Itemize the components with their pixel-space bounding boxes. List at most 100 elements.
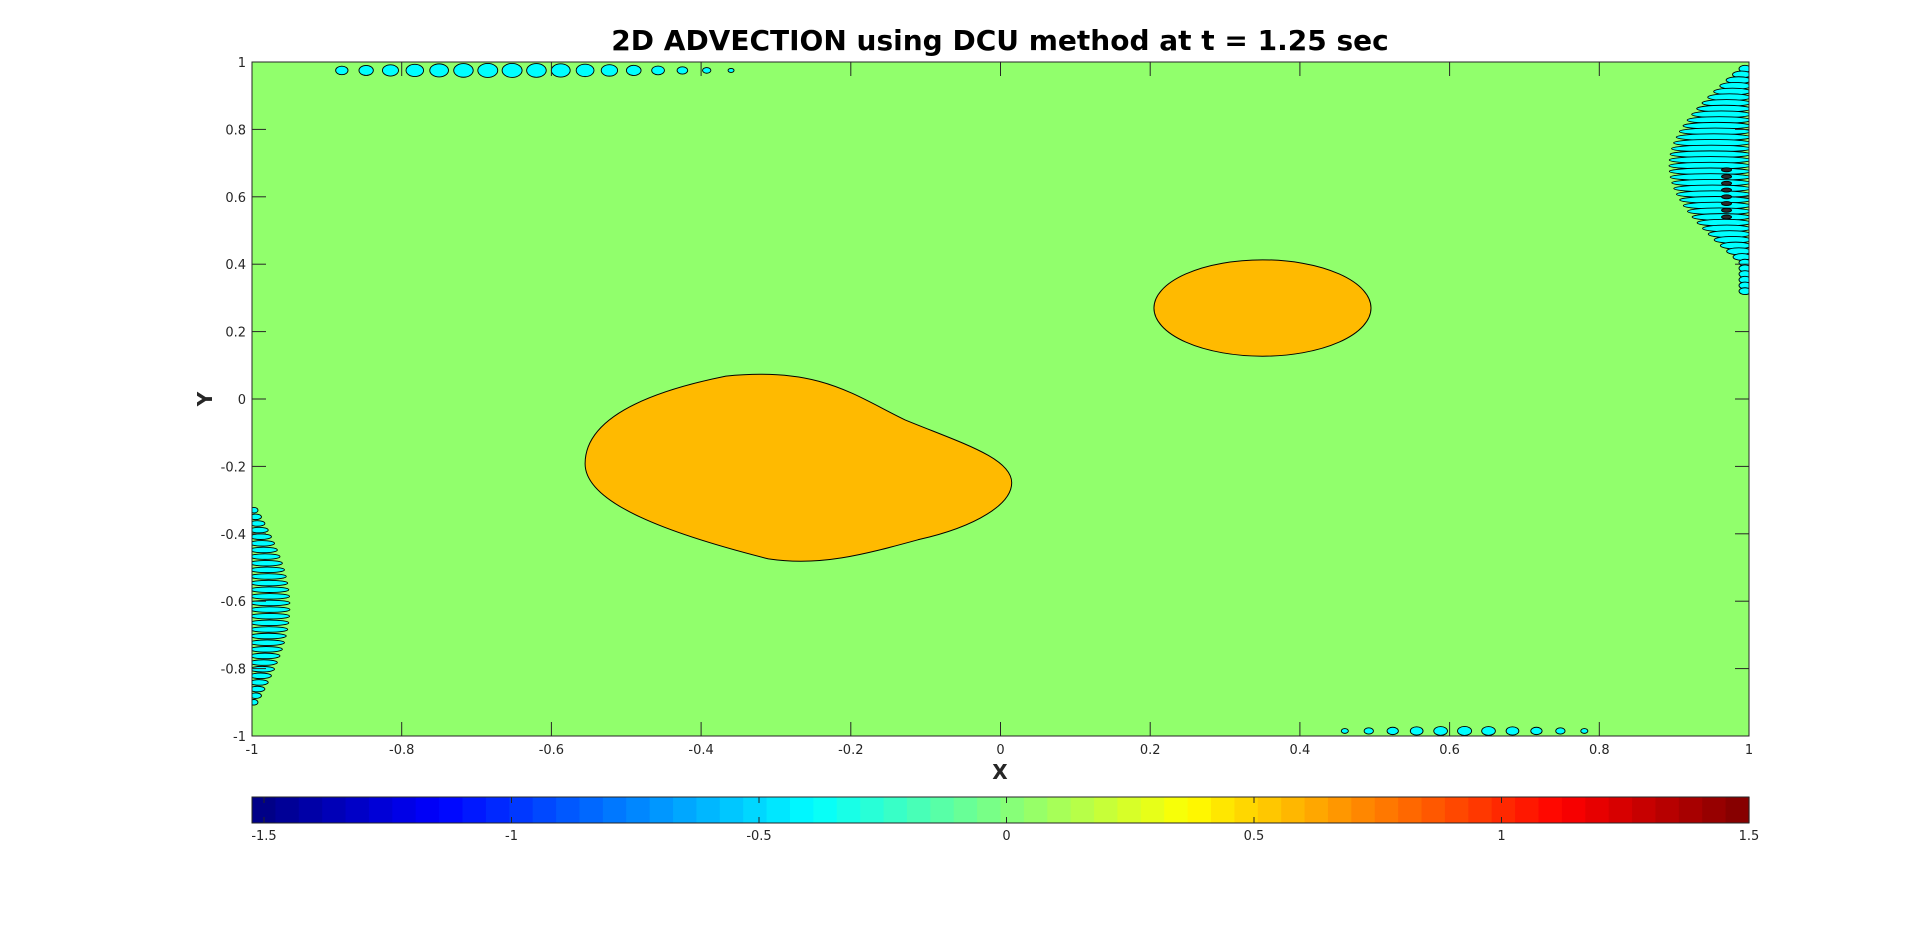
x-axis: -1 -0.8 -0.6 -0.4 -0.2 0 0.2 0.4 0.6 0.8 1	[246, 62, 1753, 758]
colorbar-tick-label: -0.5	[746, 829, 771, 844]
colorbar-swatch	[1257, 797, 1282, 823]
y-tick-label: -0.6	[221, 595, 246, 610]
y-tick-label: -0.8	[221, 663, 246, 678]
oscillation-cell	[252, 659, 278, 666]
oscillation-cell	[252, 546, 278, 554]
plot-background	[252, 62, 1749, 736]
oscillation-cell	[1721, 201, 1732, 206]
colorbar-swatch	[275, 797, 300, 823]
contour-layer	[252, 62, 1749, 736]
x-tick-label: 0.8	[1589, 743, 1610, 758]
colorbar-swatch	[345, 797, 370, 823]
oscillation-cell	[1340, 728, 1349, 734]
x-tick-label: -0.4	[688, 743, 713, 758]
y-tick-label: 1	[238, 56, 246, 71]
chart-title: 2D ADVECTION using DCU method at t = 1.2…	[611, 24, 1388, 57]
colorbar-swatch	[626, 797, 651, 823]
colorbar-swatch	[1725, 797, 1750, 823]
colorbar-swatch	[836, 797, 861, 823]
oscillation-cell	[501, 62, 523, 78]
colorbar-tick-label: -1.5	[251, 829, 276, 844]
colorbar	[252, 797, 1750, 823]
oscillation-cell	[676, 66, 689, 75]
oscillation-cell	[252, 566, 285, 574]
x-tick-label: -0.6	[539, 743, 564, 758]
colorbar-swatch	[509, 797, 534, 823]
y-axis: -1 -0.8 -0.6 -0.4 -0.2 0 0.2 0.4 0.6 0.8 1	[221, 56, 1749, 745]
x-tick-label: 0.4	[1290, 743, 1311, 758]
colorbar-swatch	[1281, 797, 1306, 823]
oscillation-cell	[1555, 727, 1566, 735]
oscillation-cell	[550, 63, 571, 78]
oscillation-cell	[1721, 187, 1732, 193]
oscillation-cell	[1409, 726, 1424, 736]
colorbar-swatch	[1421, 797, 1446, 823]
colorbar-swatch	[1047, 797, 1072, 823]
oscillation-cell	[252, 612, 291, 620]
oscillation-cell	[252, 665, 275, 673]
oscillation-cell	[252, 520, 266, 527]
colorbar-swatch	[368, 797, 393, 823]
colorbar-swatch	[1094, 797, 1119, 823]
colorbar-swatch	[1561, 797, 1586, 823]
oscillation-cell	[381, 64, 399, 77]
oscillation-cell	[1363, 727, 1374, 735]
oscillation-cell	[526, 63, 547, 78]
colorbar-swatch	[930, 797, 955, 823]
x-tick-label: 0.2	[1140, 743, 1161, 758]
colorbar-swatch	[1702, 797, 1727, 823]
oscillation-cell	[1433, 726, 1448, 736]
x-tick-label: -1	[246, 743, 259, 758]
oscillation-cell	[1721, 194, 1732, 200]
colorbar-swatch	[1164, 797, 1189, 823]
colorbar-tick-label: 0.5	[1244, 829, 1265, 844]
y-tick-label: -0.2	[221, 460, 246, 475]
colorbar-swatch	[1000, 797, 1025, 823]
oscillation-cell	[252, 619, 290, 627]
x-tick-label: 0.6	[1439, 743, 1460, 758]
colorbar-swatch	[977, 797, 1002, 823]
oscillation-cell	[252, 679, 269, 686]
oscillation-cell	[252, 579, 289, 587]
oscillation-cell	[1530, 726, 1543, 736]
oscillation-cell	[1386, 726, 1399, 736]
colorbar-ticks: -1.5 -1 -0.5 0 0.5 1 1.5	[251, 797, 1759, 844]
oscillation-cell	[252, 672, 272, 680]
colorbar-swatch	[1327, 797, 1352, 823]
colorbar-swatch	[485, 797, 510, 823]
colorbar-swatch	[743, 797, 768, 823]
colorbar-swatch	[1468, 797, 1493, 823]
colorbar-swatch	[392, 797, 417, 823]
oscillation-cell	[625, 64, 642, 76]
colorbar-swatch	[649, 797, 674, 823]
colorbar-swatch	[953, 797, 978, 823]
colorbar-swatch	[556, 797, 581, 823]
oscillation-cell	[1481, 726, 1496, 736]
colorbar-swatch	[696, 797, 721, 823]
y-tick-label: 0.4	[225, 258, 246, 273]
oscillation-cell	[252, 553, 281, 560]
colorbar-swatch	[1655, 797, 1680, 823]
x-axis-label: X	[992, 760, 1008, 784]
colorbar-swatch	[579, 797, 604, 823]
colorbar-swatch	[1140, 797, 1165, 823]
oscillation-cell	[429, 63, 449, 78]
oscillation-cell	[477, 62, 499, 78]
colorbar-swatch	[532, 797, 557, 823]
colorbar-swatch	[1398, 797, 1423, 823]
y-tick-label: 0.8	[225, 123, 246, 138]
colorbar-swatch	[860, 797, 885, 823]
oscillation-cell	[252, 692, 262, 699]
y-tick-label: 0.2	[225, 326, 246, 341]
colorbar-swatch	[439, 797, 464, 823]
colorbar-swatch	[1632, 797, 1657, 823]
y-tick-label: -1	[233, 730, 246, 745]
oscillation-cell	[358, 64, 374, 76]
oscillation-cell	[252, 513, 262, 521]
colorbar-frame	[251, 796, 1750, 824]
colorbar-swatch	[298, 797, 323, 823]
y-tick-label: 0.6	[225, 191, 246, 206]
oscillation-cell	[252, 626, 289, 633]
oscillation-cell	[727, 67, 735, 73]
